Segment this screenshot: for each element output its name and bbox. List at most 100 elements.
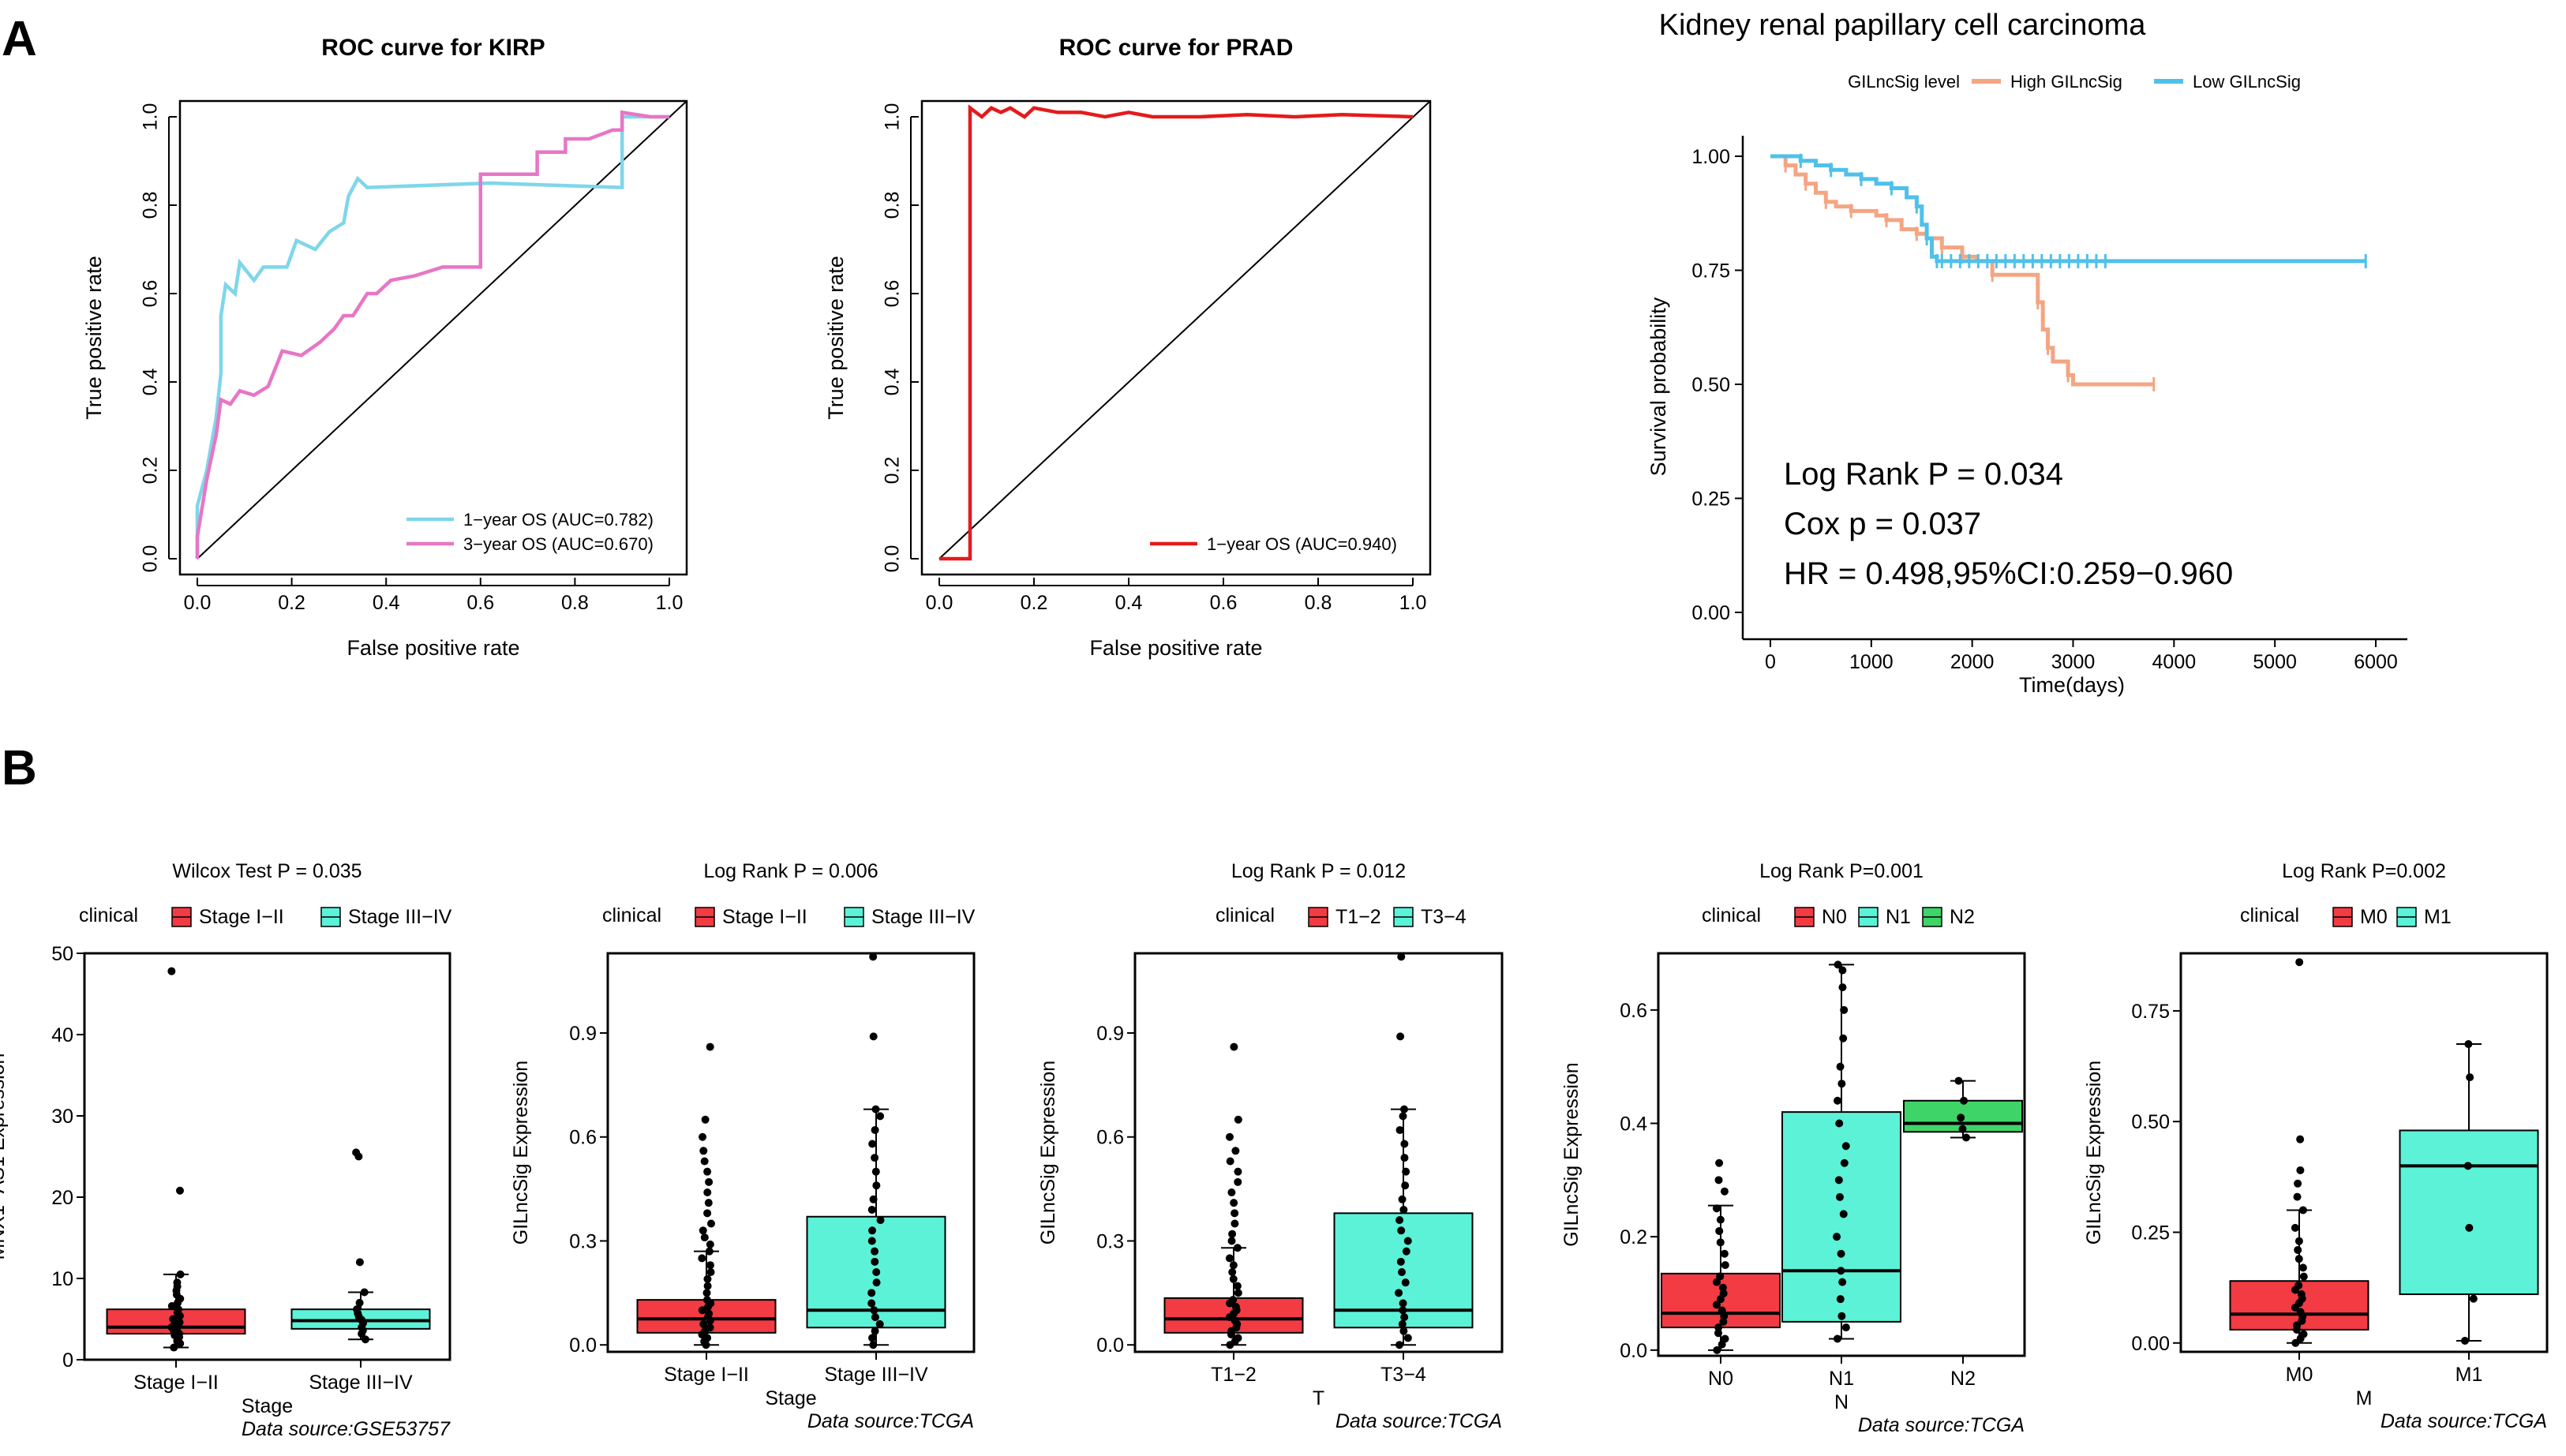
roc_prad-y-tick-label: 0.8 — [882, 192, 904, 219]
box_stage_gse-y-tick-label: 40 — [51, 1024, 73, 1046]
roc_kirp-x-tick-label: 0.0 — [184, 592, 212, 614]
box_t-data-point — [1399, 1205, 1408, 1214]
box_n-data-point — [1720, 1249, 1729, 1258]
box_t-data-point — [1230, 1199, 1238, 1207]
box_stage_tcga-data-point — [871, 1167, 880, 1176]
roc_prad-frame — [920, 99, 1432, 576]
box_t-data-point — [1401, 1278, 1410, 1287]
box_stage_tcga-y-tick-label: 0.0 — [569, 1334, 597, 1357]
box_t-data-point — [1395, 1341, 1403, 1349]
roc_prad-y-axis-label: True positive rate — [824, 256, 848, 420]
km-x-tick-label: 5000 — [2253, 651, 2297, 673]
box_stage_gse-x-tick-label: Stage III−IV — [309, 1372, 413, 1394]
box_t-data-point — [1227, 1237, 1236, 1245]
box_stage_gse-y-tick-label: 0 — [62, 1349, 73, 1372]
box_stage_tcga-data-point — [700, 1157, 709, 1166]
box_m-data-point — [2294, 1255, 2303, 1263]
roc_prad-title: ROC curve for PRAD — [1059, 35, 1294, 61]
km-x-tick-label: 3000 — [2051, 651, 2096, 673]
box_n-data-point — [1840, 1005, 1849, 1014]
box_t-data-point — [1403, 1237, 1412, 1245]
km-y-axis-label: Survival probability — [1646, 297, 1670, 476]
box_n-data-point — [1837, 1312, 1846, 1320]
box_n-data-point — [1834, 960, 1842, 969]
box_n-data-point — [1718, 1306, 1726, 1315]
box_t-data-point — [1234, 1289, 1242, 1297]
box_m-x-axis-label: M — [2356, 1387, 2373, 1409]
box_stage_tcga-data-point — [869, 953, 878, 961]
roc_prad-y-tick-label: 0.2 — [882, 457, 904, 485]
box_t-legend-label: T3−4 — [1421, 906, 1467, 928]
roc_prad-y-tick-label: 0.0 — [882, 545, 904, 573]
roc_kirp-y-axis-label: True positive rate — [82, 256, 106, 420]
km-x-tick-label: 1000 — [1849, 651, 1894, 673]
box_stage_tcga-data-point — [871, 1327, 879, 1335]
box_n-data-point — [1712, 1301, 1721, 1309]
box_n-data-point — [1714, 1329, 1722, 1338]
box_stage_tcga-y-tick-label: 0.6 — [569, 1127, 597, 1149]
km-cox-annotation: Cox p = 0.037 — [1784, 507, 1981, 541]
box_n-x-tick-label: N2 — [1950, 1368, 1976, 1390]
box_stage_gse-y-tick-label: 10 — [51, 1268, 73, 1290]
box_stage_gse-legend-label: Stage I−II — [199, 906, 284, 928]
box_stage_gse-data-point — [361, 1335, 369, 1344]
box_stage_tcga-data-point — [698, 1254, 706, 1263]
box_m-data-point — [2297, 1290, 2306, 1299]
box_stage_gse-data-point — [352, 1148, 361, 1157]
box_t-data-point — [1397, 1268, 1406, 1276]
box_t-legend-title: clinical — [1216, 904, 1275, 926]
box_stage_tcga-data-point — [700, 1233, 709, 1242]
km-x-tick-label: 4000 — [2152, 651, 2197, 673]
box_m-y-axis-label: GILncSig Expression — [2083, 1061, 2105, 1245]
box_m-data-point — [2294, 1237, 2303, 1245]
box_n-y-tick-label: 0.2 — [1620, 1226, 1647, 1248]
km-title: Kidney renal papillary cell carcinoma — [1659, 9, 2147, 42]
box_m-data-point — [2469, 1294, 2478, 1303]
box_n-data-point — [1837, 1267, 1845, 1275]
km-y-tick-label: 0.25 — [1691, 488, 1730, 511]
roc_kirp-reference-diagonal — [197, 100, 687, 560]
box_t-data-point — [1395, 1289, 1403, 1297]
box_n-legend-label: N0 — [1822, 906, 1847, 928]
roc_prad-y-tick-label: 0.4 — [882, 369, 904, 396]
box_t-data-point — [1229, 1261, 1238, 1270]
box_t-data-point — [1399, 1327, 1408, 1335]
box_stage_tcga-data-point — [702, 1289, 711, 1297]
roc_kirp-y-tick-label: 0.4 — [140, 369, 162, 396]
box_stage_tcga-y-tick-label: 0.9 — [569, 1023, 597, 1045]
box_m-data-point — [2294, 1245, 2302, 1254]
box_m-data-point — [2293, 1192, 2302, 1201]
box_t-data-point — [1400, 1313, 1409, 1322]
box_stage_tcga-data-point — [704, 1199, 713, 1207]
km-x-tick-label: 6000 — [2354, 651, 2398, 673]
box_stage_tcga-data-point — [871, 1257, 879, 1266]
box_stage_tcga-legend-label: Stage III−IV — [871, 906, 976, 928]
box_n-data-point — [1834, 1096, 1842, 1105]
box_n-data-point — [1833, 1233, 1841, 1241]
roc_kirp-legend-label: 1−year OS (AUC=0.782) — [463, 510, 654, 530]
box_n-data-point — [1720, 1187, 1729, 1196]
box_m-legend-title: clinical — [2240, 904, 2299, 926]
box_m-data-point — [2298, 1206, 2307, 1215]
box_t-data-point — [1403, 1334, 1412, 1342]
box_n-data-point — [1841, 1142, 1850, 1151]
box_t-data-point — [1396, 1257, 1405, 1266]
km-y-tick-label: 0.75 — [1691, 260, 1730, 283]
box_stage_gse-data-point — [175, 1186, 184, 1195]
km-logrank-annotation: Log Rank P = 0.034 — [1784, 457, 2063, 492]
box_t-y-tick-label: 0.9 — [1096, 1023, 1124, 1045]
box_stage_gse-data-point — [167, 1302, 176, 1311]
box_stage_tcga-x-tick-label: Stage I−II — [664, 1364, 749, 1386]
box_m-data-point — [2465, 1223, 2474, 1232]
box_n-data-point — [1838, 983, 1847, 992]
box_n-data-point — [1714, 1323, 1723, 1332]
roc_prad-series-line-1 — [939, 104, 1414, 561]
box_t-data-point — [1395, 1216, 1404, 1225]
box_stage_tcga-data-source: Data source:TCGA — [807, 1410, 974, 1432]
km-legend-title: GILncSig level — [1848, 72, 1960, 92]
box_t-data-point — [1399, 1112, 1407, 1121]
box_stage_tcga-data-point — [871, 1125, 879, 1134]
roc_prad-x-tick-label: 1.0 — [1399, 592, 1427, 614]
